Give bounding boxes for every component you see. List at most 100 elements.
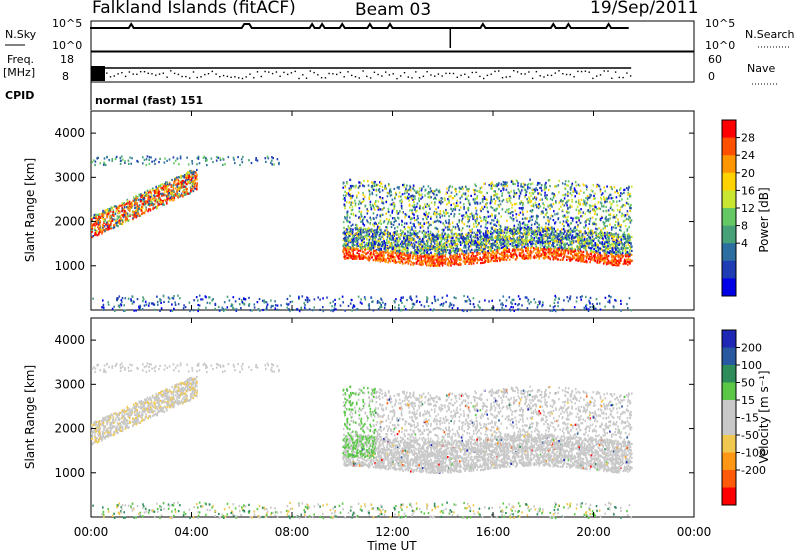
data-cell [504, 229, 506, 231]
data-cell [186, 188, 188, 190]
data-cell [613, 210, 615, 212]
data-cell [465, 233, 467, 235]
data-cell [343, 227, 345, 229]
data-cell [124, 214, 126, 216]
data-cell [424, 231, 426, 233]
data-cell [402, 230, 404, 232]
data-cell [447, 212, 449, 214]
data-cell [438, 206, 440, 208]
data-cell [391, 247, 393, 249]
data-cell [228, 156, 230, 158]
data-cell [175, 184, 177, 186]
nave-point [430, 74, 431, 75]
data-cell [595, 246, 597, 248]
data-cell [430, 231, 432, 233]
data-cell [519, 225, 521, 227]
data-cell [103, 215, 105, 217]
nave-tick-top: 60 [708, 53, 722, 66]
data-cell [554, 246, 556, 248]
data-cell [404, 226, 406, 228]
data-cell [147, 155, 149, 157]
data-cell [498, 188, 500, 190]
data-cell [546, 212, 548, 214]
data-cell [196, 163, 198, 165]
data-cell [134, 216, 136, 218]
data-cell [94, 227, 96, 229]
data-cell [587, 228, 589, 230]
nave-point [298, 78, 299, 79]
data-cell [183, 176, 185, 178]
data-cell [606, 225, 608, 227]
nave-point [426, 71, 427, 72]
data-cell [413, 247, 415, 249]
data-cell [489, 243, 491, 245]
data-cell [504, 232, 506, 234]
nave-point [106, 72, 107, 73]
data-cell [192, 183, 194, 185]
data-cell [374, 229, 376, 231]
nave-point [491, 74, 492, 75]
data-cell [344, 207, 346, 209]
data-cell [521, 244, 523, 246]
data-cell [509, 249, 511, 251]
data-cell [427, 249, 429, 251]
nave-point [344, 76, 345, 77]
data-cell [180, 175, 182, 177]
data-cell [537, 205, 539, 207]
nave-point [110, 76, 111, 77]
data-cell [469, 260, 471, 262]
data-cell [383, 255, 385, 257]
data-cell [598, 207, 600, 209]
nave-point [506, 76, 507, 77]
data-cell [524, 184, 526, 186]
data-cell [422, 218, 424, 220]
data-cell [615, 221, 617, 223]
data-cell [115, 211, 117, 213]
data-cell [196, 174, 198, 176]
nave-point [181, 76, 182, 77]
data-cell [344, 191, 346, 193]
data-cell [407, 230, 409, 232]
data-cell [546, 246, 548, 248]
data-cell [367, 212, 369, 214]
freq-panel-frame [91, 52, 694, 82]
data-cell [100, 217, 102, 219]
data-cell [147, 210, 149, 212]
nave-point [577, 71, 578, 72]
data-cell [364, 196, 366, 198]
data-cell [145, 201, 147, 203]
data-cell [428, 264, 430, 266]
data-cell [417, 217, 419, 219]
data-cell [455, 248, 457, 250]
data-cell [420, 198, 422, 200]
data-cell [450, 204, 452, 206]
data-cell [557, 238, 559, 240]
data-cell [96, 230, 98, 232]
data-cell [482, 198, 484, 200]
nave-point [626, 72, 627, 73]
data-cell [403, 186, 405, 188]
data-cell [551, 244, 553, 246]
data-cell [630, 204, 632, 206]
data-cell [442, 264, 444, 266]
nave-point [272, 73, 273, 74]
data-cell [104, 157, 106, 159]
data-cell [485, 223, 487, 225]
data-cell [136, 197, 138, 199]
data-cell [594, 206, 596, 208]
data-cell [171, 179, 173, 181]
data-cell [173, 194, 175, 196]
data-cell [349, 179, 351, 181]
data-cell [390, 195, 392, 197]
data-cell [405, 262, 407, 264]
data-cell [512, 257, 514, 259]
data-cell [556, 185, 558, 187]
data-cell [469, 225, 471, 227]
data-cell [460, 206, 462, 208]
nave-point [551, 75, 552, 76]
data-cell [616, 190, 618, 192]
data-cell [461, 229, 463, 231]
data-cell [424, 194, 426, 196]
data-cell [549, 185, 551, 187]
data-cell [175, 187, 177, 189]
